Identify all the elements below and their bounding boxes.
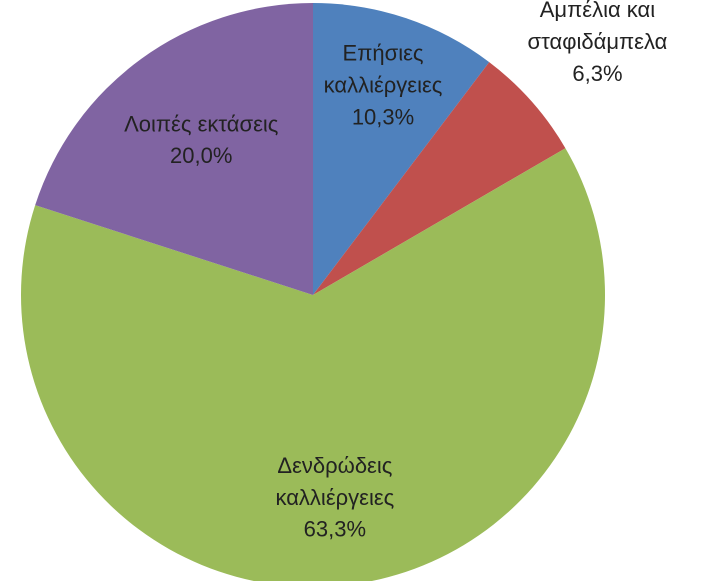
label-line: καλλιέργειες: [324, 72, 443, 97]
label-line: καλλιέργειες: [275, 485, 394, 510]
pie-slice: [313, 3, 490, 295]
value-label: 63,3%: [304, 517, 366, 542]
value-label: 20,0%: [170, 143, 232, 168]
pie-slice: [35, 3, 313, 295]
slice-label: Αμπέλια και σταφιδάμπελα: [528, 0, 668, 54]
value-label: 6,3%: [572, 61, 622, 86]
slice-label: Επήσιες καλλιέργειες: [324, 40, 443, 97]
slice-label: Λοιπές εκτάσεις: [124, 111, 278, 136]
label-line: Δενδρώδεις: [277, 453, 392, 478]
label-line: Λοιπές εκτάσεις: [124, 111, 278, 136]
label-line: Επήσιες: [343, 40, 424, 65]
label-line: σταφιδάμπελα: [528, 29, 668, 54]
slice-label: Δενδρώδεις καλλιέργειες: [275, 453, 394, 510]
pie-slice: [313, 62, 566, 295]
value-label: 10,3%: [352, 104, 414, 129]
pie-slice: [21, 148, 605, 581]
label-line: Αμπέλια και: [540, 0, 656, 22]
